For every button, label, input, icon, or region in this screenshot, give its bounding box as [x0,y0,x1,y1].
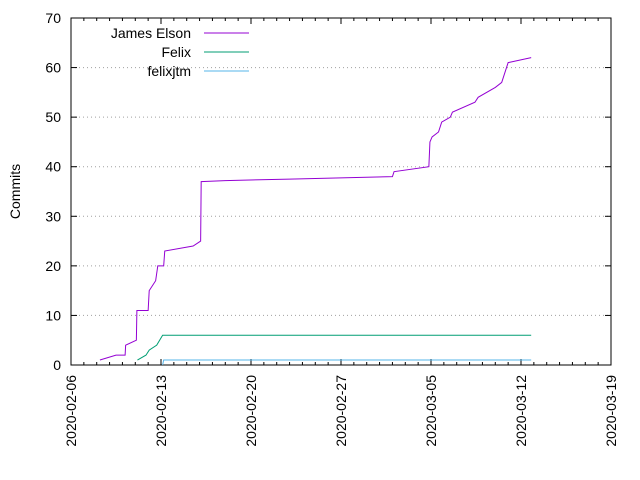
axis-ticks: 0 10 20 30 40 50 60 70 2020-02-06 2020-02-13 2020-… [45,10,619,447]
y-tick-label: 0 [53,357,61,373]
x-tick-label: 2020-03-12 [513,375,529,447]
y-tick-label: 70 [45,10,61,26]
y-tick-label: 30 [45,208,61,224]
legend-label: Felix [161,44,191,60]
y-tick-label: 10 [45,307,61,323]
x-tick-label: 2020-02-20 [243,375,259,447]
y-tick-label: 60 [45,60,61,76]
x-tick-label: 2020-02-13 [153,375,169,447]
x-tick-label: 2020-02-27 [333,375,349,447]
series-line-james-elson [99,57,532,361]
y-tick-label: 20 [45,258,61,274]
x-tick-label: 2020-03-19 [603,375,619,447]
y-tick-label: 40 [45,159,61,175]
x-tick-label: 2020-03-05 [423,375,439,447]
legend-label: James Elson [111,25,191,41]
y-tick-label: 50 [45,109,61,125]
series-line-felixjtm [162,359,532,366]
series-line-felix [137,334,532,361]
legend: James Elson Felix felixjtm [111,25,249,79]
grid-lines [71,67,611,316]
y-axis-title: Commits [7,164,23,219]
series-lines [99,57,532,366]
x-tick-label: 2020-02-06 [63,375,79,447]
legend-label: felixjtm [147,63,191,79]
